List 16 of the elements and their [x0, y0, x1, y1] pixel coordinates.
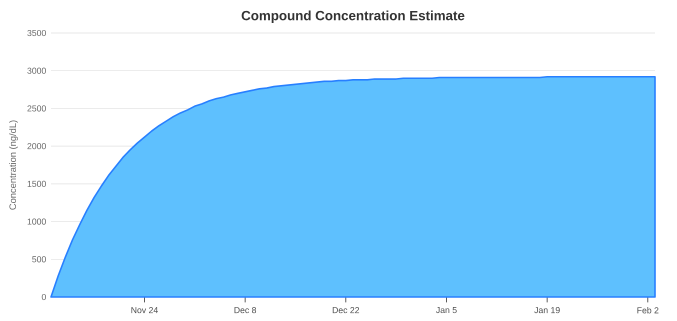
y-tick-label: 2000: [27, 143, 46, 150]
y-tick-label: 1000: [28, 218, 46, 225]
y-tick-label: 1500: [28, 180, 46, 187]
x-tick-label: Nov 24: [131, 307, 158, 314]
y-axis-title: Concentration (ng/dL): [9, 120, 18, 210]
y-tick-label: 3000: [27, 68, 46, 74]
y-tick-label: 3500: [27, 30, 46, 36]
x-tick-label: Dec 8: [234, 307, 256, 314]
x-tick-label: Dec 22: [332, 307, 360, 314]
y-tick-label: 2500: [27, 105, 46, 112]
y-tick-label: 0: [42, 294, 46, 300]
x-tick-label: Feb 2: [637, 307, 658, 314]
y-tick-label: 500: [32, 256, 46, 262]
x-tick-label: Jan 19: [534, 307, 560, 314]
chart-title: Compound Concentration Estimate: [242, 10, 464, 23]
x-tick-label: Jan 5: [436, 307, 457, 314]
